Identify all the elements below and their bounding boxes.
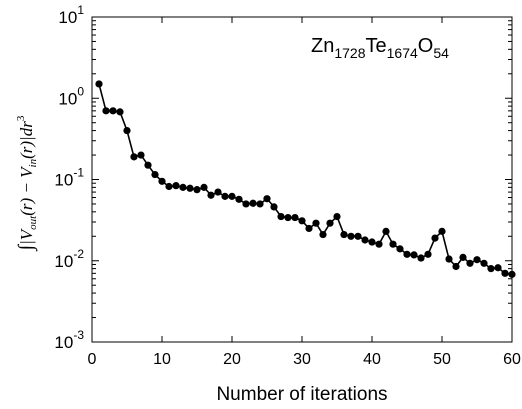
data-point — [151, 170, 159, 179]
data-point — [431, 234, 439, 242]
data-point — [333, 212, 341, 221]
data-point — [144, 161, 152, 169]
data-point — [319, 230, 327, 239]
data-point — [410, 251, 418, 259]
data-point — [186, 184, 194, 192]
data-point — [249, 199, 257, 207]
x-tick-label: 0 — [88, 351, 97, 368]
data-point — [256, 200, 264, 208]
x-tick-label: 60 — [503, 351, 521, 368]
data-point — [172, 182, 180, 190]
data-point — [403, 250, 411, 258]
data-point — [375, 240, 383, 248]
data-points — [95, 80, 516, 278]
data-point — [459, 253, 467, 261]
data-point — [361, 236, 369, 244]
data-point — [326, 219, 334, 227]
data-point — [214, 188, 222, 196]
y-tick-label: 10-1 — [54, 166, 84, 190]
formula-annotation: Zn1728Te1674O54 — [311, 35, 449, 61]
data-point — [466, 259, 474, 267]
data-point — [207, 191, 215, 199]
axis-ticks — [91, 16, 513, 343]
data-point — [445, 255, 453, 263]
data-point — [312, 219, 320, 227]
x-tick-label: 30 — [293, 351, 311, 368]
data-point — [368, 238, 376, 246]
x-tick-label: 20 — [223, 351, 241, 368]
data-point — [452, 262, 460, 271]
data-point — [494, 264, 502, 272]
y-axis-label: ∫|Vout(r) − Vin(r)|dr3 — [15, 115, 39, 252]
data-point — [340, 230, 348, 239]
data-point — [221, 192, 229, 200]
data-point — [263, 195, 271, 203]
plot-frame — [91, 16, 513, 343]
data-point — [137, 151, 145, 159]
y-tick-label: 10-3 — [54, 328, 84, 352]
y-tick-label: 101 — [58, 3, 84, 27]
data-point — [277, 212, 285, 221]
data-point — [501, 269, 509, 277]
x-tick-label: 40 — [363, 351, 381, 368]
data-point — [382, 227, 390, 235]
data-point — [347, 232, 355, 240]
y-tick-label: 10-2 — [54, 247, 84, 271]
x-tick-label: 50 — [433, 351, 451, 368]
data-point — [109, 107, 117, 115]
x-tick-labels: 0 10 20 30 40 50 60 — [88, 351, 521, 368]
data-point — [305, 224, 313, 233]
data-point — [270, 203, 278, 211]
data-point — [123, 126, 131, 135]
data-point — [284, 213, 292, 222]
data-point — [242, 200, 250, 208]
data-point — [487, 265, 495, 273]
data-point — [165, 182, 173, 191]
data-point — [235, 195, 243, 203]
data-point — [424, 250, 432, 258]
data-point — [438, 227, 446, 235]
data-point — [389, 240, 397, 248]
data-point — [396, 245, 404, 253]
data-point — [228, 192, 236, 200]
data-point — [508, 270, 516, 278]
x-axis-label: Number of iterations — [216, 384, 387, 405]
data-point — [473, 256, 481, 264]
data-point — [298, 217, 306, 225]
data-point — [193, 186, 201, 194]
data-point — [158, 177, 166, 185]
data-point — [354, 232, 362, 240]
data-point — [480, 259, 488, 267]
data-point — [200, 183, 208, 191]
x-tick-label: 10 — [153, 351, 171, 368]
data-point — [130, 153, 138, 161]
data-point — [102, 107, 110, 115]
y-tick-labels: 10-3 10-2 10-1 100 101 — [54, 3, 84, 352]
data-point — [291, 213, 299, 222]
data-point — [116, 108, 124, 116]
data-point — [179, 183, 187, 191]
data-point — [95, 80, 103, 88]
data-point — [417, 254, 425, 262]
y-tick-label: 100 — [58, 84, 84, 108]
